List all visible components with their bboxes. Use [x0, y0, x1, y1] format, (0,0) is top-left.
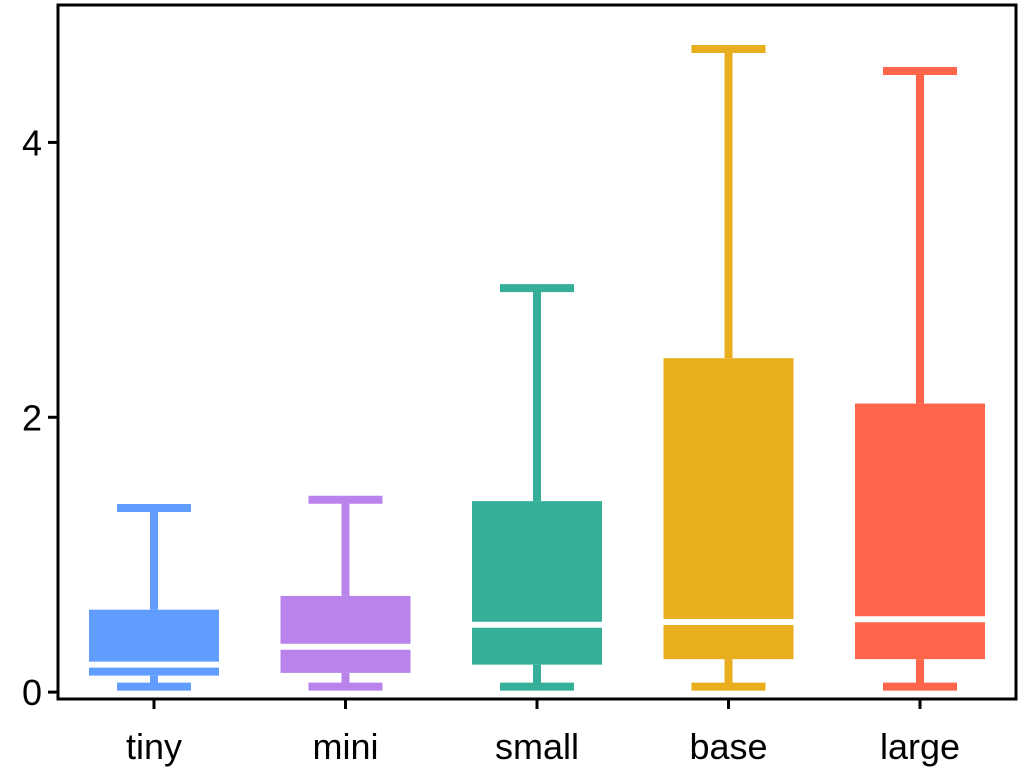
y-tick-label: 4	[22, 122, 42, 163]
box-mini	[280, 495, 411, 691]
box-body	[663, 358, 794, 660]
box-large	[855, 66, 985, 691]
box-small	[472, 284, 602, 691]
box-body	[280, 595, 411, 673]
box-tiny	[89, 503, 219, 691]
x-tick-label-small: small	[495, 726, 579, 767]
box-series	[89, 44, 985, 691]
y-tick-label: 2	[22, 397, 42, 438]
y-tick-label: 0	[22, 672, 42, 713]
plot-frame	[56, 3, 1018, 701]
x-tick-label-tiny: tiny	[126, 726, 182, 767]
y-axis-ticks: 0 2 4	[22, 122, 58, 713]
x-tick-label-mini: mini	[312, 726, 378, 767]
box-body	[472, 501, 602, 665]
x-tick-label-large: large	[880, 726, 960, 767]
x-axis-ticks: tiny mini small base large	[126, 699, 960, 767]
box-base	[663, 44, 794, 691]
x-tick-label-base: base	[689, 726, 767, 767]
